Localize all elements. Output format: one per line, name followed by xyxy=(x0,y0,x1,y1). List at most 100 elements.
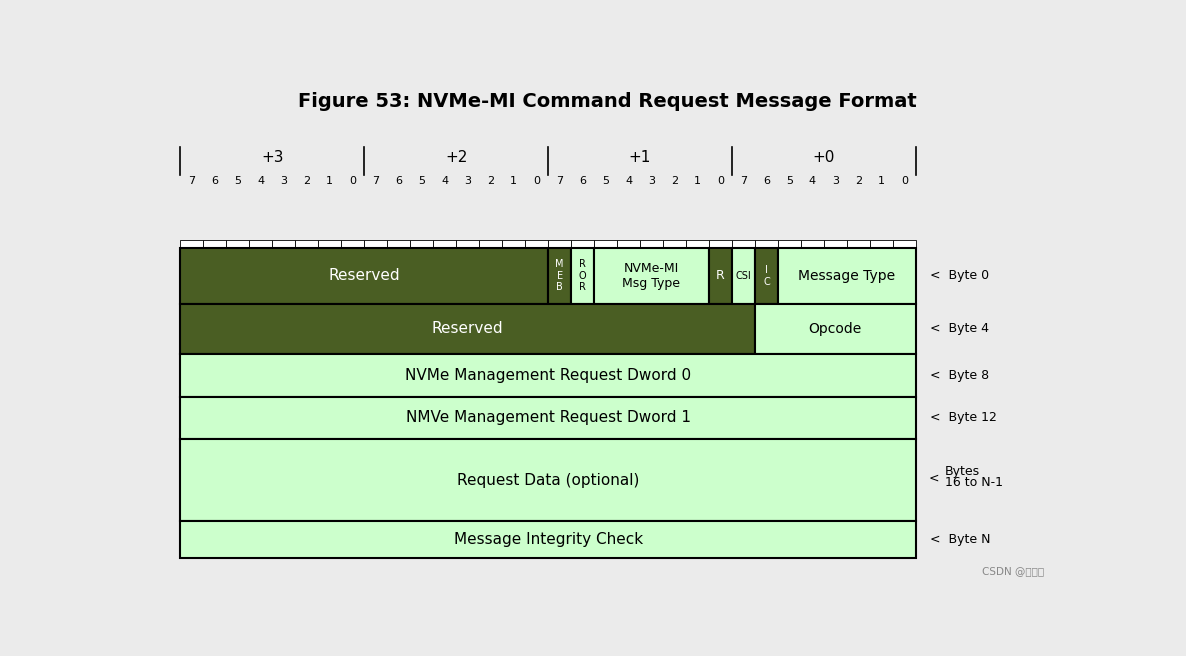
Text: <  Byte N: < Byte N xyxy=(930,533,990,546)
Text: 1: 1 xyxy=(326,176,333,186)
FancyBboxPatch shape xyxy=(180,522,916,558)
FancyBboxPatch shape xyxy=(295,240,318,255)
FancyBboxPatch shape xyxy=(410,240,433,255)
Text: 2: 2 xyxy=(671,176,678,186)
Text: 5: 5 xyxy=(602,176,610,186)
Text: NMVe Management Request Dword 1: NMVe Management Request Dword 1 xyxy=(406,411,690,425)
Text: 3: 3 xyxy=(831,176,839,186)
FancyBboxPatch shape xyxy=(778,240,801,255)
Text: 4: 4 xyxy=(257,176,264,186)
Text: R
O
R: R O R xyxy=(579,259,586,293)
FancyBboxPatch shape xyxy=(778,248,916,304)
Text: 2: 2 xyxy=(855,176,862,186)
FancyBboxPatch shape xyxy=(847,240,869,255)
FancyBboxPatch shape xyxy=(640,240,663,255)
Text: 6: 6 xyxy=(763,176,770,186)
Text: 7: 7 xyxy=(189,176,196,186)
Text: 7: 7 xyxy=(556,176,563,186)
FancyBboxPatch shape xyxy=(732,248,755,304)
Text: Reserved: Reserved xyxy=(432,321,504,337)
Text: 7: 7 xyxy=(740,176,747,186)
FancyBboxPatch shape xyxy=(180,248,548,304)
Text: 0: 0 xyxy=(900,176,907,186)
Text: NVMe Management Request Dword 0: NVMe Management Request Dword 0 xyxy=(404,368,691,383)
Text: R: R xyxy=(716,270,725,282)
FancyBboxPatch shape xyxy=(755,240,778,255)
Text: M
E
B: M E B xyxy=(555,259,563,293)
Text: 16 to N-1: 16 to N-1 xyxy=(945,476,1003,489)
Text: 6: 6 xyxy=(395,176,402,186)
FancyBboxPatch shape xyxy=(318,240,342,255)
FancyBboxPatch shape xyxy=(709,240,732,255)
FancyBboxPatch shape xyxy=(342,240,364,255)
FancyBboxPatch shape xyxy=(227,240,249,255)
FancyBboxPatch shape xyxy=(686,240,709,255)
Text: Request Data (optional): Request Data (optional) xyxy=(457,473,639,488)
FancyBboxPatch shape xyxy=(364,240,387,255)
Text: <  Byte 12: < Byte 12 xyxy=(930,411,996,424)
Text: 1: 1 xyxy=(878,176,885,186)
Text: +1: +1 xyxy=(629,150,651,165)
Text: Opcode: Opcode xyxy=(809,322,862,336)
Text: 2: 2 xyxy=(487,176,495,186)
Text: 0: 0 xyxy=(533,176,540,186)
FancyBboxPatch shape xyxy=(755,248,778,304)
Text: 3: 3 xyxy=(648,176,655,186)
FancyBboxPatch shape xyxy=(893,240,916,255)
Text: Bytes: Bytes xyxy=(945,464,981,478)
Text: <  Byte 4: < Byte 4 xyxy=(930,323,988,335)
Text: 7: 7 xyxy=(372,176,380,186)
Text: 0: 0 xyxy=(716,176,723,186)
FancyBboxPatch shape xyxy=(180,397,916,439)
Text: 3: 3 xyxy=(464,176,471,186)
FancyBboxPatch shape xyxy=(709,248,732,304)
Text: <  Byte 8: < Byte 8 xyxy=(930,369,989,382)
Text: Reserved: Reserved xyxy=(329,268,400,283)
FancyBboxPatch shape xyxy=(801,240,824,255)
Text: NVMe-MI
Msg Type: NVMe-MI Msg Type xyxy=(623,262,681,290)
Text: 3: 3 xyxy=(280,176,287,186)
FancyBboxPatch shape xyxy=(457,240,479,255)
FancyBboxPatch shape xyxy=(479,240,502,255)
FancyBboxPatch shape xyxy=(502,240,525,255)
FancyBboxPatch shape xyxy=(824,240,847,255)
Text: 6: 6 xyxy=(579,176,586,186)
Text: +0: +0 xyxy=(812,150,835,165)
FancyBboxPatch shape xyxy=(180,354,916,397)
FancyBboxPatch shape xyxy=(732,240,755,255)
Text: 1: 1 xyxy=(694,176,701,186)
FancyBboxPatch shape xyxy=(594,248,709,304)
FancyBboxPatch shape xyxy=(180,439,916,522)
FancyBboxPatch shape xyxy=(594,240,617,255)
FancyBboxPatch shape xyxy=(869,240,893,255)
FancyBboxPatch shape xyxy=(570,248,594,304)
FancyBboxPatch shape xyxy=(570,240,594,255)
FancyBboxPatch shape xyxy=(204,240,227,255)
FancyBboxPatch shape xyxy=(180,304,755,354)
Text: +2: +2 xyxy=(445,150,467,165)
Text: 5: 5 xyxy=(419,176,426,186)
Text: 0: 0 xyxy=(349,176,356,186)
FancyBboxPatch shape xyxy=(433,240,457,255)
FancyBboxPatch shape xyxy=(663,240,686,255)
Text: +3: +3 xyxy=(261,150,283,165)
Text: I
C: I C xyxy=(763,265,770,287)
Text: 4: 4 xyxy=(625,176,632,186)
Text: Message Integrity Check: Message Integrity Check xyxy=(453,532,643,547)
FancyBboxPatch shape xyxy=(387,240,410,255)
Text: Figure 53: NVMe-MI Command Request Message Format: Figure 53: NVMe-MI Command Request Messa… xyxy=(299,92,917,111)
FancyBboxPatch shape xyxy=(548,248,570,304)
Text: 4: 4 xyxy=(441,176,448,186)
FancyBboxPatch shape xyxy=(180,240,204,255)
Text: 5: 5 xyxy=(786,176,793,186)
Text: 4: 4 xyxy=(809,176,816,186)
Text: 5: 5 xyxy=(235,176,242,186)
FancyBboxPatch shape xyxy=(273,240,295,255)
FancyBboxPatch shape xyxy=(249,240,273,255)
FancyBboxPatch shape xyxy=(617,240,640,255)
Text: CSI: CSI xyxy=(735,271,751,281)
Text: 2: 2 xyxy=(304,176,311,186)
Text: Message Type: Message Type xyxy=(798,269,895,283)
FancyBboxPatch shape xyxy=(755,304,916,354)
FancyBboxPatch shape xyxy=(525,240,548,255)
